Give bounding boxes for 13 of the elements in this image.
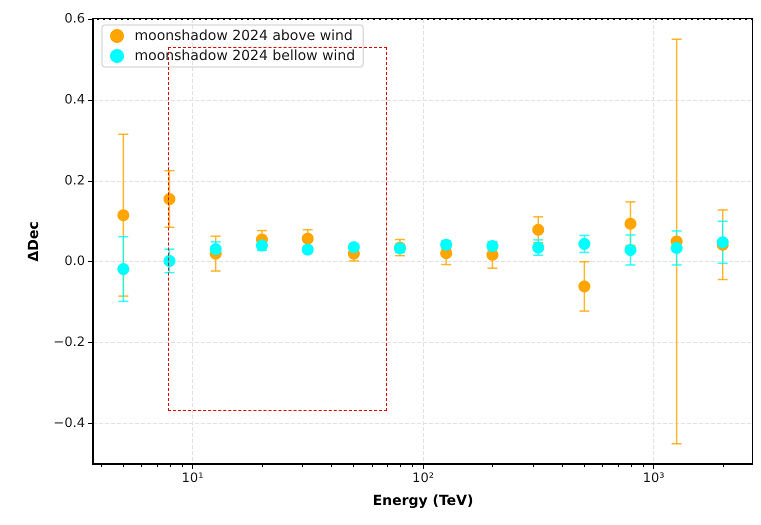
x-axis-title: Energy (TeV) [372, 493, 474, 509]
x-tick-label: 10³ [642, 471, 664, 486]
y-tick-label: 0.4 [64, 92, 85, 108]
y-axis-title: ΔDec [26, 221, 42, 262]
y-tick-label: 0.2 [64, 173, 85, 188]
x-tick-label: 10¹ [182, 471, 204, 486]
y-tick-label: −0.4 [53, 416, 85, 432]
y-tick-label: 0.6 [64, 12, 85, 26]
y-tick-label: 0.0 [64, 254, 85, 270]
x-tick-label: 10² [412, 471, 434, 486]
legend-label: moonshadow 2024 bellow wind [134, 48, 356, 64]
y-tick-label: −0.2 [53, 335, 85, 350]
legend-label: moonshadow 2024 above wind [134, 28, 353, 44]
